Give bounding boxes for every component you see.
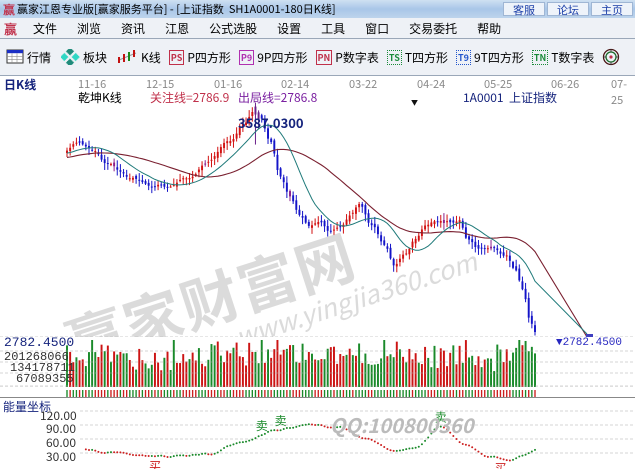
svg-text:买: 买 (149, 457, 161, 469)
svg-text:买: 买 (494, 459, 506, 469)
svg-text:卖: 卖 (275, 412, 287, 429)
svg-text:卖: 卖 (256, 417, 268, 434)
